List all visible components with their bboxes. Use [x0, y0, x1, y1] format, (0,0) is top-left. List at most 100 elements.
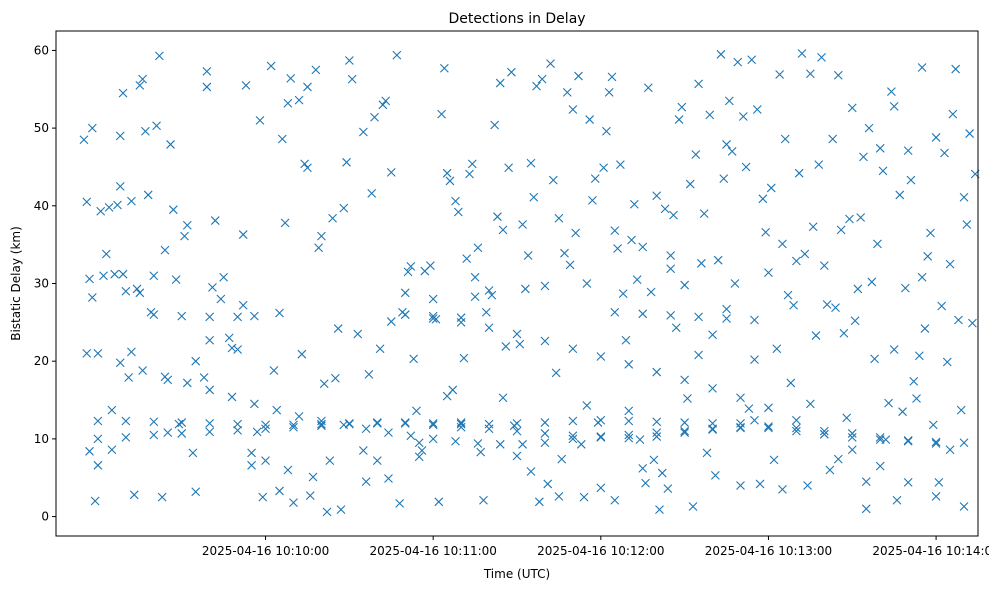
data-point	[129, 490, 139, 500]
data-point	[280, 218, 290, 228]
data-point	[434, 497, 444, 507]
data-point	[691, 150, 701, 159]
data-point	[624, 433, 634, 443]
data-point	[135, 288, 145, 298]
data-point	[750, 355, 759, 365]
data-point	[378, 100, 388, 110]
data-point	[261, 420, 270, 430]
data-point	[406, 262, 416, 271]
data-point	[403, 267, 413, 277]
data-point	[445, 176, 455, 186]
data-point	[934, 478, 944, 487]
data-point	[850, 316, 860, 326]
data-point	[110, 269, 120, 279]
data-point	[783, 290, 793, 300]
data-point	[135, 80, 145, 90]
data-point	[115, 131, 125, 141]
data-point	[495, 439, 505, 449]
data-point	[856, 213, 866, 222]
data-point	[660, 204, 670, 214]
data-point	[847, 432, 857, 442]
data-point	[752, 105, 762, 114]
data-point	[688, 502, 698, 511]
data-point	[459, 353, 469, 363]
data-point	[115, 181, 125, 191]
data-point	[764, 422, 773, 431]
data-point	[805, 399, 815, 409]
data-point	[579, 492, 589, 502]
data-point	[386, 317, 396, 326]
data-point	[568, 431, 578, 441]
data-point	[624, 406, 634, 416]
x-tick-label: 2025-04-16 10:10:00	[202, 544, 329, 558]
data-point	[705, 110, 715, 120]
data-point	[652, 432, 662, 441]
data-point	[509, 421, 519, 431]
data-point	[772, 344, 782, 354]
data-point	[652, 417, 662, 427]
data-point	[442, 391, 452, 401]
data-point	[931, 491, 941, 501]
data-point	[409, 354, 419, 364]
data-point	[895, 190, 905, 200]
data-point	[596, 352, 606, 361]
data-point	[557, 454, 567, 464]
data-point	[367, 188, 377, 198]
data-point	[912, 394, 921, 403]
data-point	[275, 308, 284, 318]
x-axis-title: Time (UTC)	[483, 567, 550, 581]
data-point	[149, 271, 159, 281]
data-point	[945, 445, 955, 455]
data-point	[504, 163, 514, 173]
data-point	[937, 301, 947, 311]
data-point	[361, 477, 371, 487]
data-point	[90, 496, 100, 506]
data-point	[247, 448, 256, 458]
data-point	[543, 479, 553, 489]
data-point	[431, 314, 441, 324]
data-point	[115, 358, 125, 368]
data-point	[191, 487, 201, 497]
data-point	[685, 179, 695, 189]
data-point	[621, 335, 631, 345]
data-point	[398, 307, 407, 317]
data-point	[400, 288, 410, 298]
data-point	[269, 366, 279, 375]
data-point	[205, 385, 215, 395]
data-point	[761, 227, 771, 237]
y-tick-label: 10	[34, 432, 49, 446]
data-point	[484, 419, 494, 429]
data-point	[317, 231, 326, 241]
data-point	[317, 419, 326, 429]
data-point	[534, 497, 544, 507]
data-point	[149, 430, 159, 440]
data-point	[289, 422, 298, 432]
data-point	[677, 102, 687, 112]
data-point	[733, 57, 743, 67]
data-point	[414, 438, 424, 448]
data-point	[188, 448, 198, 458]
data-point	[931, 439, 941, 448]
data-point	[775, 70, 785, 79]
data-point	[182, 220, 192, 230]
data-point	[79, 135, 89, 145]
data-point	[655, 505, 664, 514]
data-point	[671, 323, 681, 333]
data-point	[928, 420, 938, 430]
data-point	[87, 293, 97, 302]
data-point	[275, 486, 284, 496]
x-tick-label: 2025-04-16 10:13:00	[705, 544, 832, 558]
data-point	[811, 331, 821, 340]
data-point	[638, 242, 648, 252]
data-point	[467, 159, 477, 169]
data-point	[146, 307, 156, 317]
data-point	[462, 254, 472, 264]
data-point	[255, 115, 265, 125]
data-point	[635, 435, 645, 445]
data-point	[764, 268, 773, 278]
data-point	[870, 354, 880, 364]
data-point	[602, 126, 611, 136]
data-point	[959, 192, 969, 202]
data-point	[819, 429, 829, 439]
